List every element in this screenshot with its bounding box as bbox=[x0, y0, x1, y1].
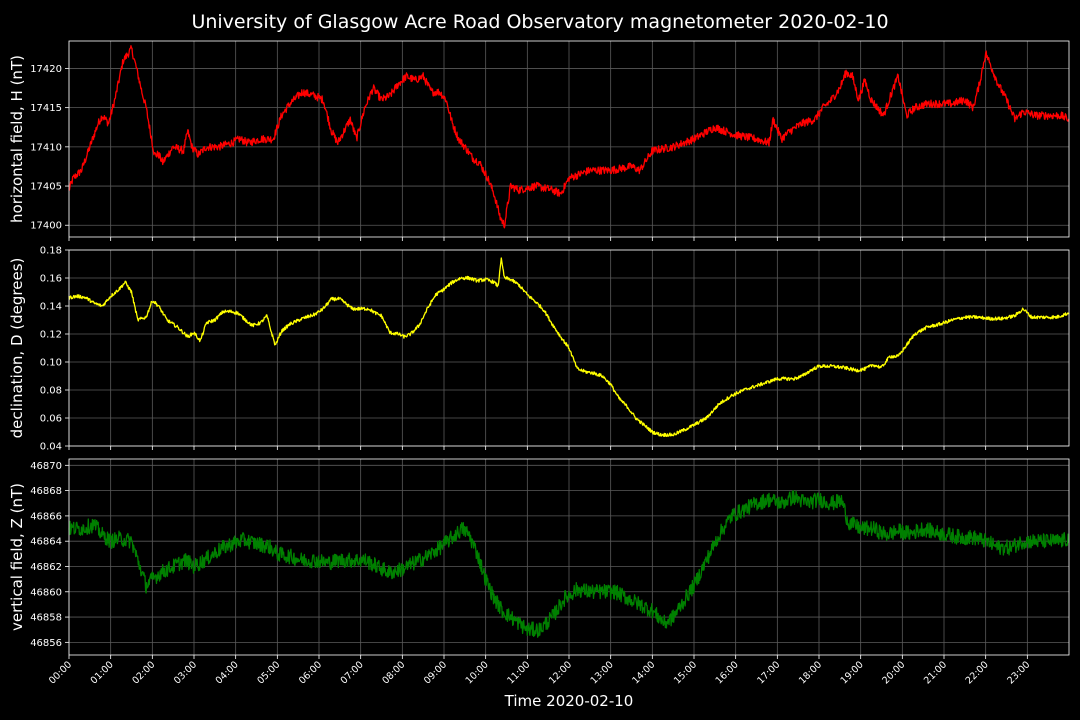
y-tick-label: 17410 bbox=[30, 142, 62, 153]
series-line-1 bbox=[68, 45, 1070, 229]
panel-frame bbox=[68, 40, 1070, 238]
y-tick-label: 0.10 bbox=[40, 358, 62, 369]
series-line-2 bbox=[68, 257, 1070, 438]
y-tick-label: 0.16 bbox=[40, 274, 62, 285]
y-tick-label: 46856 bbox=[30, 638, 62, 649]
y-tick-label: 17415 bbox=[30, 103, 62, 114]
y-axis-label: vertical field, Z (nT) bbox=[8, 483, 26, 631]
y-tick-label: 46864 bbox=[30, 537, 62, 548]
series-line-3 bbox=[68, 490, 1070, 638]
y-tick-label: 0.14 bbox=[40, 302, 62, 313]
panel-2: 0.04 0.06 0.08 0.10 0.12 0.14 0.16 0.18 declinat… bbox=[8, 246, 1070, 453]
panel-1: 17400 17405 17410 17415 17420 horizontal fiel… bbox=[8, 40, 1070, 241]
panel-frame bbox=[68, 458, 1070, 656]
y-tick-label: 17400 bbox=[30, 221, 62, 232]
y-tick-label: 46862 bbox=[30, 562, 62, 573]
y-axis-label: declination, D (degrees) bbox=[8, 258, 26, 439]
y-tick-label: 46858 bbox=[30, 613, 62, 624]
y-tick-label: 0.18 bbox=[40, 246, 62, 257]
y-tick-label: 46866 bbox=[30, 511, 62, 522]
y-tick-label: 0.08 bbox=[40, 386, 62, 397]
y-tick-label: 0.04 bbox=[40, 442, 62, 453]
chart-title: University of Glasgow Acre Road Observat… bbox=[191, 11, 888, 33]
y-tick-label: 46868 bbox=[30, 486, 62, 497]
y-tick-label: 46860 bbox=[30, 587, 62, 598]
panel-frame bbox=[68, 249, 1070, 447]
y-tick-label: 46870 bbox=[30, 461, 62, 472]
x-axis-label: Time 2020-02-10 bbox=[504, 692, 634, 710]
y-tick-label: 0.06 bbox=[40, 414, 62, 425]
panel-3: 46856 46858 46860 46862 46864 46866 46868 46870… bbox=[8, 458, 1070, 659]
y-axis-label: horizontal field, H (nT) bbox=[8, 55, 26, 223]
y-tick-label: 0.12 bbox=[40, 330, 62, 341]
y-tick-label: 17420 bbox=[30, 64, 62, 75]
y-tick-label: 17405 bbox=[30, 182, 62, 193]
